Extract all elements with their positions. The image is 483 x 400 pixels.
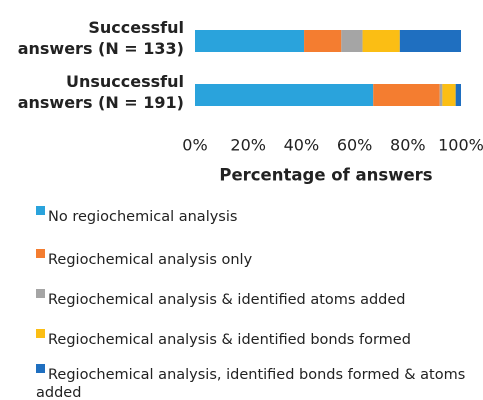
legend-item: Regiochemical analysis & identified atom… — [36, 289, 476, 309]
bar-segment — [195, 84, 374, 106]
bar-segment — [373, 84, 440, 106]
legend-label: Regiochemical analysis, identified bonds… — [36, 367, 466, 400]
legend-swatch — [36, 364, 45, 373]
x-axis-title: Percentage of answers — [219, 166, 432, 185]
bar-segment — [439, 84, 443, 106]
legend-item: No regiochemical analysis — [36, 206, 476, 226]
legend-swatch — [36, 206, 45, 215]
legend-item: Regiochemical analysis & identified bond… — [36, 329, 476, 349]
bar-segment — [455, 84, 461, 106]
x-tick-label: 60% — [337, 136, 373, 155]
x-tick-label: 80% — [390, 136, 426, 155]
bar-segment — [399, 30, 461, 52]
x-tick-label: 100% — [438, 136, 483, 155]
bar-segment — [362, 30, 400, 52]
legend-swatch — [36, 249, 45, 258]
bar-segment — [442, 84, 456, 106]
bar-segment — [195, 30, 305, 52]
legend-label: Regiochemical analysis only — [48, 252, 253, 268]
x-tick-label: 0% — [182, 136, 207, 155]
legend-item: Regiochemical analysis only — [36, 249, 476, 269]
category-label: Successful answers (N = 133) — [17, 18, 184, 58]
legend-label: Regiochemical analysis & identified bond… — [48, 332, 411, 348]
x-tick-label: 40% — [284, 136, 320, 155]
legend-label: Regiochemical analysis & identified atom… — [48, 292, 406, 308]
x-tick-label: 20% — [230, 136, 266, 155]
legend-item: Regiochemical analysis, identified bonds… — [36, 364, 476, 400]
legend-label: No regiochemical analysis — [48, 209, 238, 225]
legend-swatch — [36, 289, 45, 298]
bar-segment — [304, 30, 342, 52]
legend-swatch — [36, 329, 45, 338]
category-label: Unsuccessful answers (N = 191) — [17, 72, 184, 112]
bar-segment — [341, 30, 363, 52]
